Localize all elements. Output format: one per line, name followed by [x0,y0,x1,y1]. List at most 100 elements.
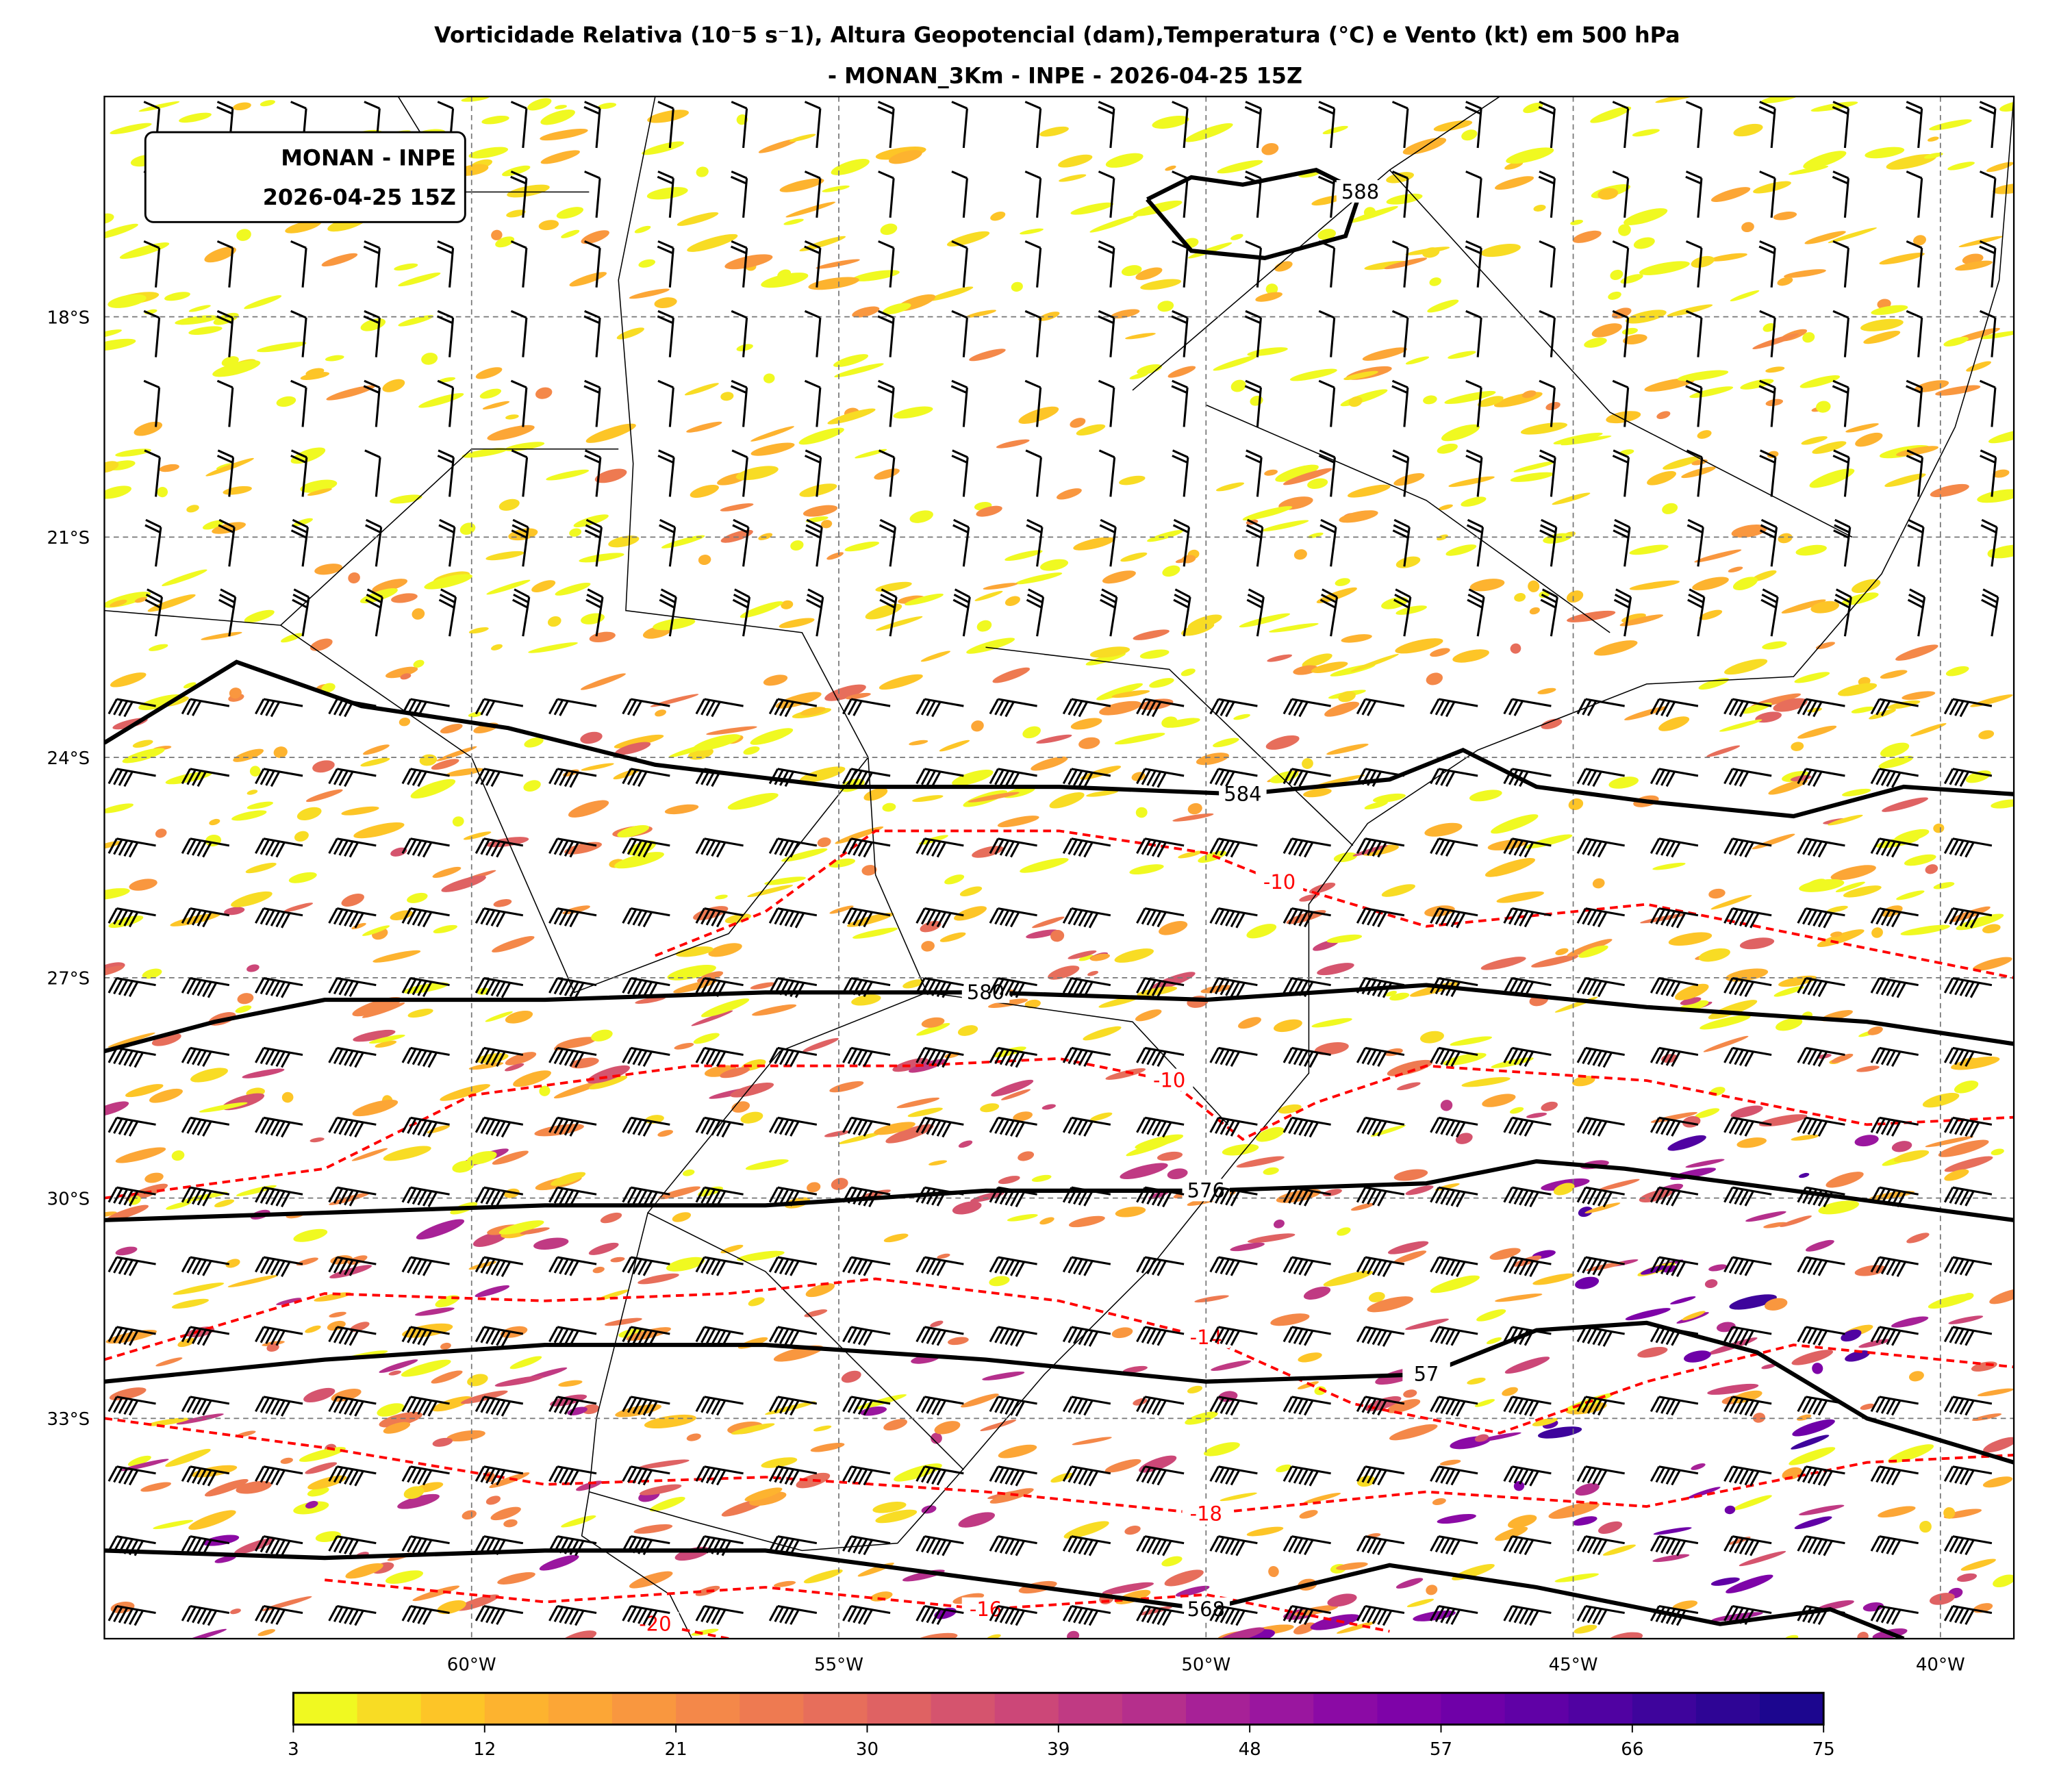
wind-barb-tick [936,1400,947,1416]
vorticity-patch [280,1457,293,1464]
vorticity-patch [646,187,688,200]
wind-barb-tick [999,770,1010,786]
vorticity-patch [1115,1589,1151,1604]
vorticity-patch [498,1220,544,1235]
wind-barb-tick [1906,105,1922,115]
wind-barb-tick [118,1537,129,1554]
wind-barb [1650,837,1699,858]
wind-barb-tick [202,1260,212,1276]
vorticity-patch [1801,436,1828,445]
wind-barb-tick [1214,1467,1225,1483]
vorticity-patch [1265,735,1300,750]
wind-barb-staff [448,596,457,637]
wind-barb [915,768,964,787]
wind-barb-tick [1959,1469,1970,1485]
wind-barb-tick [711,910,721,926]
wind-barb [1979,240,1997,288]
wind-barb-tick [768,977,779,994]
wind-barb-tick [1886,1259,1896,1276]
wind-barb-tick [143,101,160,110]
wind-barb-tick [490,1608,501,1624]
wind-barb [842,1465,891,1486]
wind-barb-tick [622,1326,632,1343]
wind-barb [842,768,891,788]
wind-barb-tick [128,1330,139,1346]
wind-barb-staff [668,457,675,497]
wind-barb-tick [1062,1187,1073,1203]
vorticity-patch [779,178,824,192]
wind-barb-tick [774,839,784,855]
wind-barb-tick [181,1257,192,1273]
vorticity-patch [1087,970,1099,976]
wind-barb-tick [1655,1397,1665,1413]
wind-barb-staff [375,387,381,427]
wind-barb-tick [784,1469,794,1485]
wind-barb-tick [1067,1397,1078,1413]
wind-barb-tick [954,588,971,598]
wind-barb-tick [1141,1187,1152,1204]
wind-barb-tick [627,909,637,925]
wind-barb-staff [1512,1116,1552,1126]
wind-barb-tick [716,1609,727,1626]
wind-barb-tick [879,518,896,529]
wind-barb-tick [632,700,642,716]
wind-barb-tick [1689,588,1705,598]
wind-barb-staff [1109,527,1117,567]
wind-barb [989,698,1037,718]
vorticity-patch [1739,1551,1786,1567]
vorticity-patch [1692,577,1729,591]
wind-barb-staff [889,596,898,637]
wind-barb-tick [657,101,674,110]
vorticity-patch [492,1150,529,1165]
wind-barb [1062,768,1111,788]
wind-barb-tick [1615,594,1631,603]
vorticity-patch [1105,1068,1146,1080]
wind-barb [108,1535,156,1556]
wind-barb-tick [1298,1120,1309,1136]
wind-barb-tick [1886,1469,1896,1485]
wind-barb-tick [1172,524,1189,533]
wind-barb [1906,449,1923,497]
wind-barb-staff [1330,178,1336,218]
wind-barb [584,171,601,218]
wind-barb-tick [1807,1189,1817,1205]
wind-barb-tick [657,379,674,389]
wind-barb-tick [1943,768,1954,785]
wind-barb [951,101,968,149]
wind-barb-tick [128,842,139,858]
wind-barb-tick [1802,979,1812,995]
wind-barb [290,379,307,427]
wind-barb-staff [850,977,891,987]
vorticity-patch [1222,1144,1259,1156]
vorticity-patch [1239,613,1291,628]
wind-barb [548,1256,597,1276]
vorticity-patch [1891,1316,1929,1328]
wind-barb-tick [852,1328,863,1344]
wind-barb-staff [557,1256,597,1265]
lat-tick-label: 33°S [47,1409,90,1430]
wind-barb-tick [1372,1329,1382,1346]
wind-barb-staff [448,457,455,497]
vorticity-patch [1217,160,1263,174]
wind-barb-tick [627,1048,637,1064]
wind-barb-tick [437,101,454,110]
wind-barb-tick [1293,1607,1304,1624]
wind-barb-tick [197,841,207,857]
vorticity-patch [976,620,992,632]
wind-barb [1062,1604,1111,1626]
wind-barb-staff [557,1604,597,1615]
vorticity-patch [1805,1239,1834,1252]
wind-barb-tick [731,310,748,319]
wind-barb-staff [998,1256,1037,1265]
wind-barb-tick [1098,101,1115,110]
wind-barb-tick [144,598,161,609]
colorbar-bin [994,1693,1059,1725]
colorbar-tick-label: 30 [856,1739,879,1760]
wind-barb-tick [1456,1400,1466,1417]
wind-barb-tick [255,768,265,785]
vorticity-patch [1575,1276,1600,1289]
vorticity-patch [188,1510,236,1530]
vorticity-patch [1111,690,1150,698]
wind-barb-tick [1541,518,1557,529]
